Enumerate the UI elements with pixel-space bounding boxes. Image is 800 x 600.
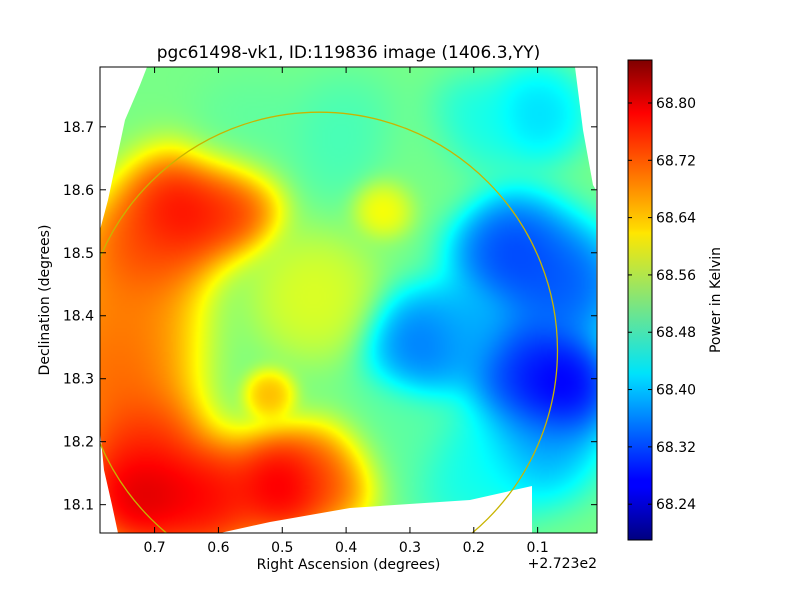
y-axis-label: Declination (degrees) [37,225,53,376]
y-tick-label: 18.7 [63,120,94,136]
x-tick-label: 0.5 [271,540,293,556]
x-axis-offset-label: +2.723e2 [528,556,597,572]
colorbar-ticks: 68.24 68.32 68.40 68.48 68.56 68.64 68.72 68.80 [628,96,696,513]
beam-circle [100,111,559,533]
y-tick-label: 18.1 [63,498,94,514]
x-tick-label: 0.3 [399,540,421,556]
x-tick-label: 0.1 [526,540,548,556]
x-axis-ticks: 0.7 0.6 0.5 0.4 0.3 0.2 0.1 [143,67,549,556]
x-axis-label: Right Ascension (degrees) [257,557,441,573]
x-tick-label: 0.6 [207,540,229,556]
y-tick-label: 18.2 [63,435,94,451]
x-tick-label: 0.4 [335,540,357,556]
colorbar-tick-label: 68.72 [656,153,696,169]
colorbar-label: Power in Kelvin [708,247,724,353]
y-tick-label: 18.5 [63,246,94,262]
y-tick-label: 18.3 [63,372,94,388]
y-axis-ticks: 18.1 18.2 18.3 18.4 18.5 18.6 18.7 [63,120,597,514]
colorbar-tick-label: 68.48 [656,325,696,341]
colorbar-tick-label: 68.40 [656,383,696,399]
chart-title: pgc61498-vk1, ID:119836 image (1406.3,YY… [157,43,541,63]
y-tick-label: 18.6 [63,183,94,199]
x-tick-label: 0.7 [143,540,165,556]
colorbar-tick-label: 68.80 [656,96,696,112]
x-tick-label: 0.2 [463,540,485,556]
colorbar-tick-label: 68.32 [656,440,696,456]
colorbar-tick-label: 68.24 [656,497,696,513]
heatmap-image [100,67,597,533]
plot-frame [99,66,598,534]
colorbar-tick-label: 68.56 [656,268,696,284]
colorbar [627,59,653,541]
colorbar-tick-label: 68.64 [656,211,696,227]
y-tick-label: 18.4 [63,309,94,325]
